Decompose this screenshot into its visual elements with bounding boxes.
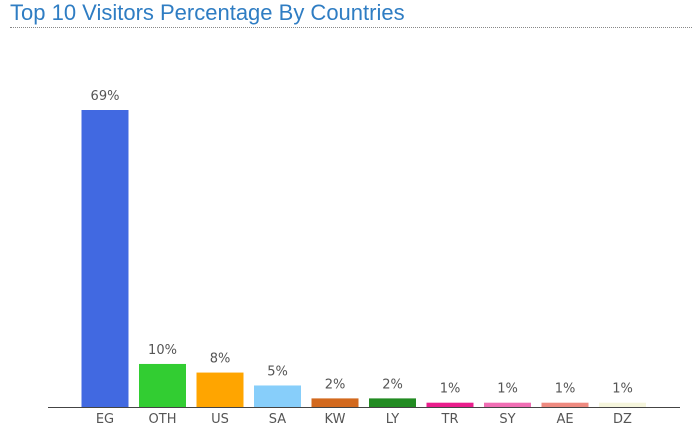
bar [369, 398, 416, 407]
x-tick-label: US [211, 412, 229, 427]
bar [311, 398, 359, 407]
x-tick-label: SA [269, 412, 286, 427]
value-label: 8% [210, 352, 231, 367]
value-label: 1% [440, 382, 461, 397]
value-label: 5% [267, 364, 288, 379]
chart-title: Top 10 Visitors Percentage By Countries [10, 0, 692, 28]
x-tick-label: EG [96, 412, 114, 427]
bar [541, 402, 589, 407]
x-tick-label: LY [386, 412, 400, 427]
value-label: 1% [497, 382, 518, 397]
bar [254, 385, 301, 407]
bar [599, 402, 646, 407]
x-tick-label: AE [556, 412, 573, 427]
value-label: 69% [91, 89, 120, 104]
value-label: 2% [382, 377, 403, 392]
x-tick-label: KW [325, 412, 346, 427]
bar [81, 110, 129, 407]
bar [139, 363, 186, 407]
value-label: 10% [148, 343, 177, 358]
x-tick-label: OTH [149, 412, 177, 427]
value-label: 2% [325, 377, 346, 392]
x-tick-label: DZ [613, 412, 632, 427]
bar [196, 372, 244, 407]
x-tick-label: TR [441, 412, 459, 427]
x-tick-label: SY [499, 412, 515, 427]
value-label: 1% [612, 382, 633, 397]
bar [426, 402, 474, 407]
bar [484, 402, 531, 407]
value-label: 1% [555, 382, 576, 397]
